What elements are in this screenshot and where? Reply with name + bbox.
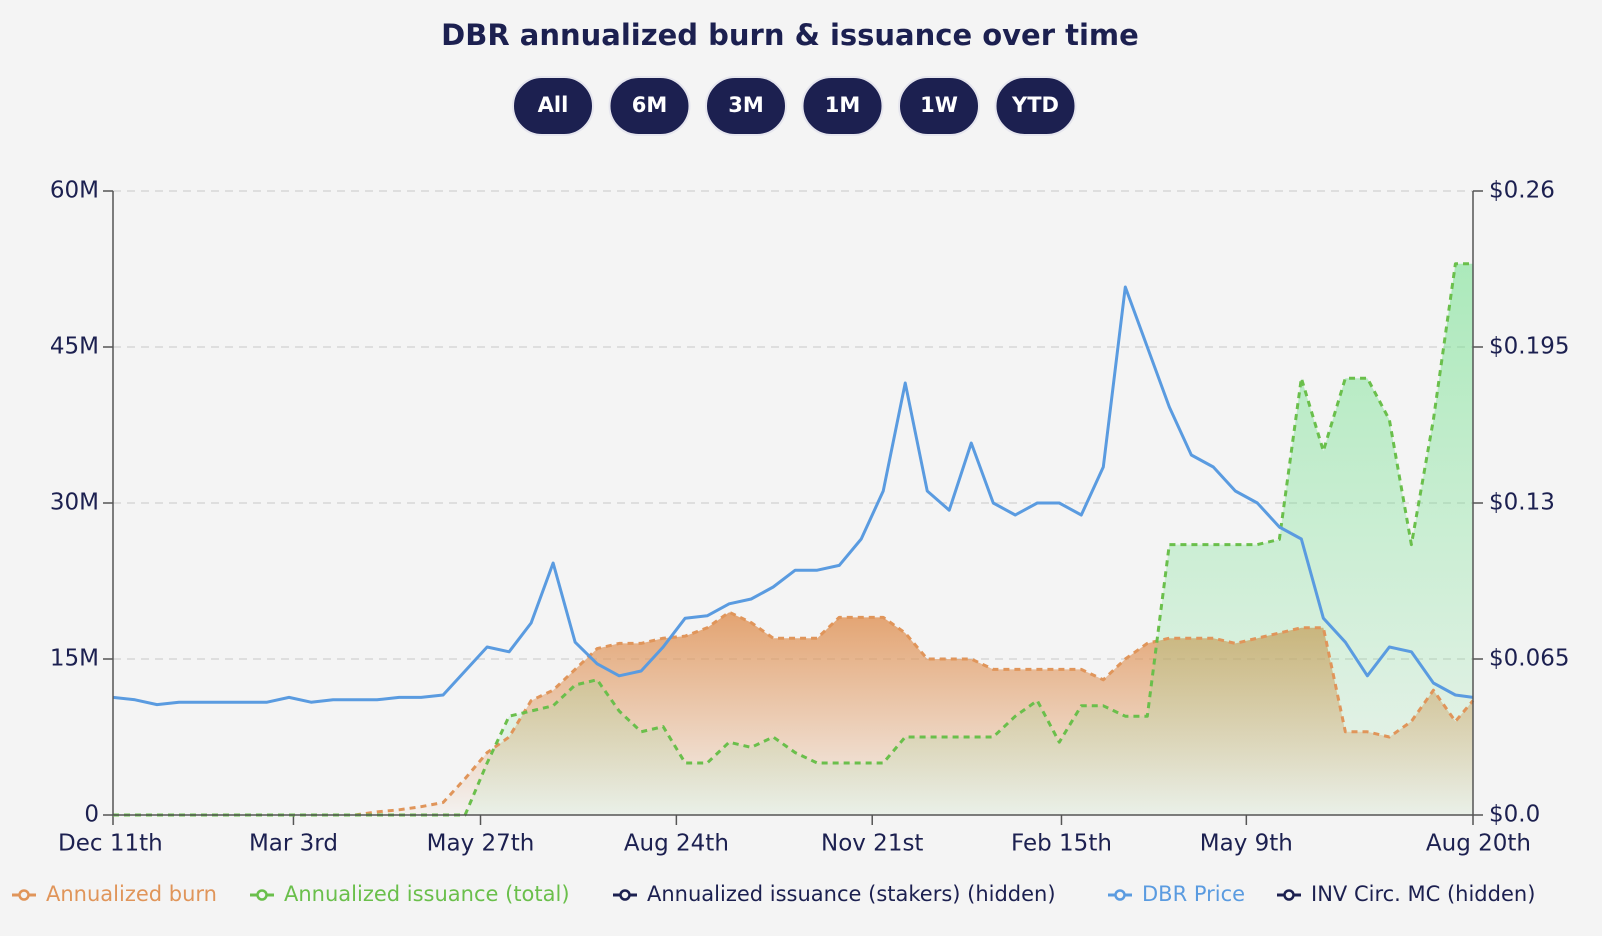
x-tick-label: Feb 15th xyxy=(1011,831,1112,857)
y-tick-label: 60M xyxy=(50,178,99,204)
legend-symbol xyxy=(256,889,268,901)
range-button[interactable] xyxy=(512,76,594,136)
range-button-label[interactable]: 6M xyxy=(632,93,668,117)
chart-title: DBR annualized burn & issuance over time xyxy=(441,18,1139,52)
x-tick-label: May 27th xyxy=(427,831,535,857)
series-line xyxy=(112,285,1474,707)
y2-tick-label: $0.0 xyxy=(1489,802,1540,828)
range-button[interactable] xyxy=(705,76,787,136)
x-tick-label: Nov 21st xyxy=(821,831,923,857)
range-button[interactable] xyxy=(898,76,980,136)
x-tick-label: May 9th xyxy=(1200,831,1293,857)
legend-label[interactable]: Annualized burn xyxy=(46,882,217,906)
legend-label[interactable]: Annualized issuance (stakers) (hidden) xyxy=(647,882,1056,906)
y-tick-label: 0 xyxy=(84,802,99,828)
range-button[interactable] xyxy=(608,76,691,136)
y2-tick-label: $0.065 xyxy=(1489,646,1569,672)
series-area xyxy=(113,263,1473,815)
legend-symbol xyxy=(1114,889,1126,901)
legend-symbol xyxy=(18,889,30,901)
range-button-label[interactable]: 3M xyxy=(728,93,764,117)
y-tick-label: 30M xyxy=(50,490,99,516)
legend-label[interactable]: DBR Price xyxy=(1142,882,1245,906)
legend-symbol xyxy=(1283,889,1295,901)
range-button[interactable] xyxy=(801,76,884,136)
range-button-label[interactable]: 1M xyxy=(825,93,861,117)
range-button-label[interactable]: 1W xyxy=(920,93,958,117)
y-tick-label: 45M xyxy=(50,334,99,360)
legend-label[interactable]: INV Circ. MC (hidden) xyxy=(1311,882,1535,906)
legend-label[interactable]: Annualized issuance (total) xyxy=(284,882,570,906)
y2-tick-label: $0.13 xyxy=(1489,490,1555,516)
x-tick-label: Mar 3rd xyxy=(249,831,338,857)
y2-tick-label: $0.195 xyxy=(1489,334,1569,360)
range-button[interactable] xyxy=(994,76,1077,136)
series-line xyxy=(113,262,1473,817)
range-button-label[interactable]: All xyxy=(538,93,569,117)
x-tick-label: Dec 11th xyxy=(58,831,163,857)
y-tick-label: 15M xyxy=(50,646,99,672)
y2-tick-label: $0.26 xyxy=(1489,178,1555,204)
x-tick-label: Aug 24th xyxy=(624,831,729,857)
range-button-label[interactable]: YTD xyxy=(1011,93,1059,117)
x-tick-label: Aug 20th xyxy=(1426,831,1531,857)
legend-symbol xyxy=(619,889,631,901)
